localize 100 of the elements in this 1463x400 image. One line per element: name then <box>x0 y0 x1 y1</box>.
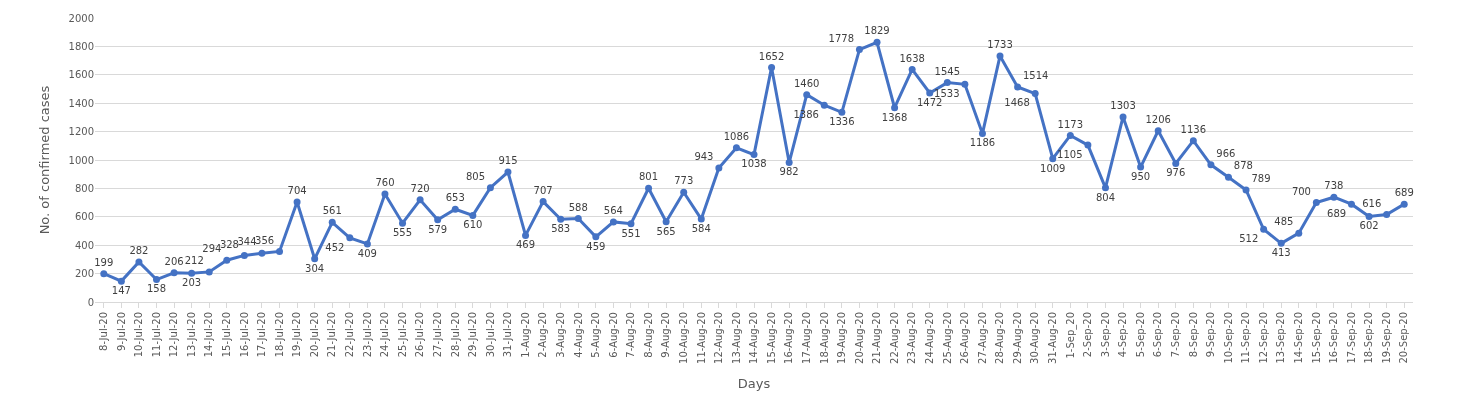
data-label: 206 <box>164 255 184 267</box>
data-label: 304 <box>305 262 325 274</box>
x-axis-title: Days <box>737 375 771 391</box>
x-tick-label: 16-Sep-20 <box>1328 312 1340 364</box>
data-label: 616 <box>1362 197 1382 209</box>
y-tick-label: 200 <box>74 268 94 280</box>
x-tick-label: 15-Jul-20 <box>221 312 233 358</box>
data-label: 584 <box>691 222 711 234</box>
x-tick-label: 16-Aug-20 <box>783 312 795 364</box>
data-label: 805 <box>465 170 486 182</box>
data-label: 1368 <box>881 111 908 123</box>
x-tick-label: 19-Aug-20 <box>836 312 848 364</box>
data-label: 579 <box>428 223 448 235</box>
x-tick-label: 2-Sep-20 <box>1082 312 1094 358</box>
data-label: 1086 <box>723 130 750 142</box>
y-tick-label: 1600 <box>68 69 94 81</box>
data-label: 943 <box>694 151 714 163</box>
data-label: 804 <box>1095 191 1116 203</box>
x-tick-label: 5-Aug-20 <box>590 312 602 358</box>
data-label: 413 <box>1271 247 1291 259</box>
y-tick-label: 1800 <box>68 40 94 52</box>
x-tick-label: 8-Sep-20 <box>1187 312 1199 358</box>
x-tick-label: 1-Sep_20 <box>1064 312 1077 359</box>
data-label: 1468 <box>1004 97 1030 109</box>
y-axis-title: No. of confirmed cases <box>37 85 53 235</box>
x-tick-label: 13-Jul-20 <box>185 312 197 358</box>
x-tick-label: 17-Aug-20 <box>800 312 812 364</box>
x-tick-label: 25-Aug-20 <box>941 312 953 364</box>
data-label: 212 <box>184 255 204 267</box>
data-label: 707 <box>533 184 553 196</box>
x-tick-label: 8-Jul-20 <box>98 312 110 351</box>
data-label: 653 <box>445 192 465 204</box>
x-tick-label: 13-Sep-20 <box>1275 312 1287 364</box>
x-tick-label: 12-Aug-20 <box>713 312 725 364</box>
x-tick-label: 4-Sep-20 <box>1117 312 1129 358</box>
data-label: 555 <box>392 227 413 239</box>
x-tick-label: 16-Jul-20 <box>238 312 250 358</box>
data-label: 1105 <box>1057 148 1083 160</box>
data-label: 282 <box>129 245 149 257</box>
x-tick-label: 28-Jul-20 <box>449 312 461 358</box>
x-tick-label: 12-Jul-20 <box>168 312 180 358</box>
y-tick-label: 400 <box>74 239 94 251</box>
data-label: 294 <box>202 243 222 255</box>
x-tick-label: 26-Jul-20 <box>414 312 426 358</box>
data-label: 1733 <box>987 39 1013 51</box>
data-label: 344 <box>237 236 257 248</box>
data-label: 356 <box>255 234 275 246</box>
x-tick-label: 23-Aug-20 <box>906 312 918 364</box>
x-tick-label: 28-Aug-20 <box>994 312 1006 364</box>
data-label: 469 <box>516 239 536 251</box>
data-label: 583 <box>551 223 571 235</box>
data-label: 1652 <box>758 50 785 62</box>
data-label: 564 <box>603 205 623 217</box>
data-label: 409 <box>357 247 377 259</box>
x-tick-label: 14-Sep-20 <box>1293 312 1305 364</box>
y-tick-label: 2000 <box>68 12 94 24</box>
x-tick-label: 17-Sep-20 <box>1345 312 1357 364</box>
x-tick-label: 24-Aug-20 <box>923 312 935 364</box>
x-tick-label: 19-Jul-20 <box>291 312 303 358</box>
x-tick-label: 2-Aug-20 <box>537 312 549 358</box>
x-tick-label: 11-Jul-20 <box>150 312 162 358</box>
data-label: 1206 <box>1145 113 1171 125</box>
x-tick-label: 14-Aug-20 <box>748 312 760 364</box>
x-tick-label: 10-Jul-20 <box>133 312 145 358</box>
x-tick-label: 18-Jul-20 <box>273 312 285 358</box>
y-tick-label: 800 <box>74 182 94 194</box>
data-label: 1009 <box>1040 162 1066 174</box>
data-label: 1460 <box>793 77 820 89</box>
x-tick-label: 6-Sep-20 <box>1152 312 1164 358</box>
x-tick-label: 13-Aug-20 <box>730 312 742 364</box>
x-tick-label: 27-Jul-20 <box>431 312 443 358</box>
data-label: 459 <box>586 240 606 252</box>
data-label: 1638 <box>899 52 925 64</box>
x-tick-label: 29-Jul-20 <box>467 312 479 358</box>
data-label: 878 <box>1233 160 1253 172</box>
x-tick-label: 11-Aug-20 <box>695 312 707 364</box>
x-tick-label: 18-Sep-20 <box>1363 312 1375 364</box>
data-label: 704 <box>287 185 307 197</box>
data-label: 1038 <box>741 158 767 170</box>
data-label: 199 <box>94 256 114 268</box>
data-label: 485 <box>1274 216 1294 228</box>
x-tick-label: 25-Jul-20 <box>396 312 408 358</box>
x-tick-label: 6-Aug-20 <box>607 312 619 358</box>
x-tick-label: 20-Jul-20 <box>308 312 320 358</box>
x-tick-label: 31-Jul-20 <box>502 312 514 358</box>
x-tick-label: 8-Aug-20 <box>642 312 654 358</box>
data-label: 512 <box>1239 233 1259 245</box>
data-label: 801 <box>639 171 659 183</box>
x-tick-label: 30-Jul-20 <box>484 312 496 358</box>
y-tick-label: 600 <box>74 211 94 223</box>
data-label: 689 <box>1327 208 1347 220</box>
data-label: 773 <box>674 175 694 187</box>
data-label: 1136 <box>1180 123 1207 135</box>
x-tick-label: 17-Jul-20 <box>256 312 268 358</box>
data-label: 1778 <box>828 32 855 44</box>
x-tick-label: 4-Aug-20 <box>572 312 584 358</box>
x-tick-label: 18-Aug-20 <box>818 312 830 364</box>
x-tick-label: 20-Aug-20 <box>853 312 865 364</box>
x-tick-label: 3-Aug-20 <box>554 312 566 358</box>
data-label: 689 <box>1394 187 1414 199</box>
